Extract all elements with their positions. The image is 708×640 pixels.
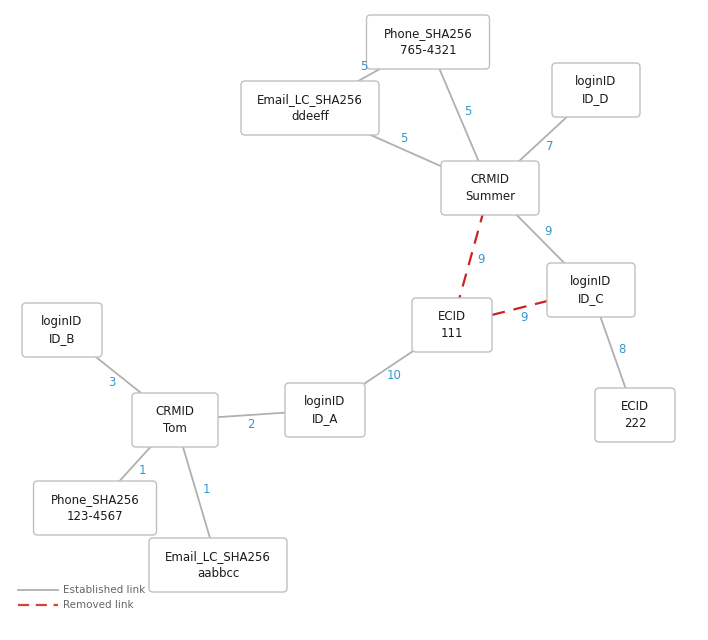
Text: Established link: Established link: [63, 585, 145, 595]
Text: ECID
222: ECID 222: [621, 400, 649, 430]
Text: 2: 2: [247, 419, 254, 431]
Text: ECID
111: ECID 111: [438, 310, 466, 340]
Text: CRMID
Summer: CRMID Summer: [465, 173, 515, 203]
Text: 10: 10: [387, 369, 401, 382]
Text: 9: 9: [520, 310, 527, 324]
FancyBboxPatch shape: [552, 63, 640, 117]
FancyBboxPatch shape: [441, 161, 539, 215]
Text: loginID
ID_C: loginID ID_C: [571, 275, 612, 305]
Text: loginID
ID_D: loginID ID_D: [576, 75, 617, 105]
FancyBboxPatch shape: [132, 393, 218, 447]
FancyBboxPatch shape: [367, 15, 489, 69]
FancyBboxPatch shape: [241, 81, 379, 135]
FancyBboxPatch shape: [285, 383, 365, 437]
Text: 9: 9: [477, 253, 484, 266]
Text: 8: 8: [619, 342, 626, 356]
FancyBboxPatch shape: [149, 538, 287, 592]
Text: 5: 5: [464, 104, 472, 118]
FancyBboxPatch shape: [595, 388, 675, 442]
FancyBboxPatch shape: [547, 263, 635, 317]
Text: 5: 5: [360, 60, 367, 73]
Text: 5: 5: [400, 132, 408, 145]
Text: 7: 7: [546, 140, 554, 153]
Text: 1: 1: [139, 464, 146, 477]
Text: Email_LC_SHA256
ddeeff: Email_LC_SHA256 ddeeff: [257, 93, 363, 123]
Text: Phone_SHA256
123-4567: Phone_SHA256 123-4567: [51, 493, 139, 523]
FancyBboxPatch shape: [22, 303, 102, 357]
Text: 9: 9: [544, 225, 552, 239]
Text: Email_LC_SHA256
aabbcc: Email_LC_SHA256 aabbcc: [165, 550, 271, 580]
Text: loginID
ID_B: loginID ID_B: [41, 315, 83, 345]
Text: 3: 3: [108, 376, 116, 389]
FancyBboxPatch shape: [33, 481, 156, 535]
Text: Phone_SHA256
765-4321: Phone_SHA256 765-4321: [384, 27, 472, 57]
Text: CRMID
Tom: CRMID Tom: [156, 405, 195, 435]
Text: 1: 1: [202, 483, 210, 496]
FancyBboxPatch shape: [412, 298, 492, 352]
Text: loginID
ID_A: loginID ID_A: [304, 395, 346, 425]
Text: Removed link: Removed link: [63, 600, 134, 610]
